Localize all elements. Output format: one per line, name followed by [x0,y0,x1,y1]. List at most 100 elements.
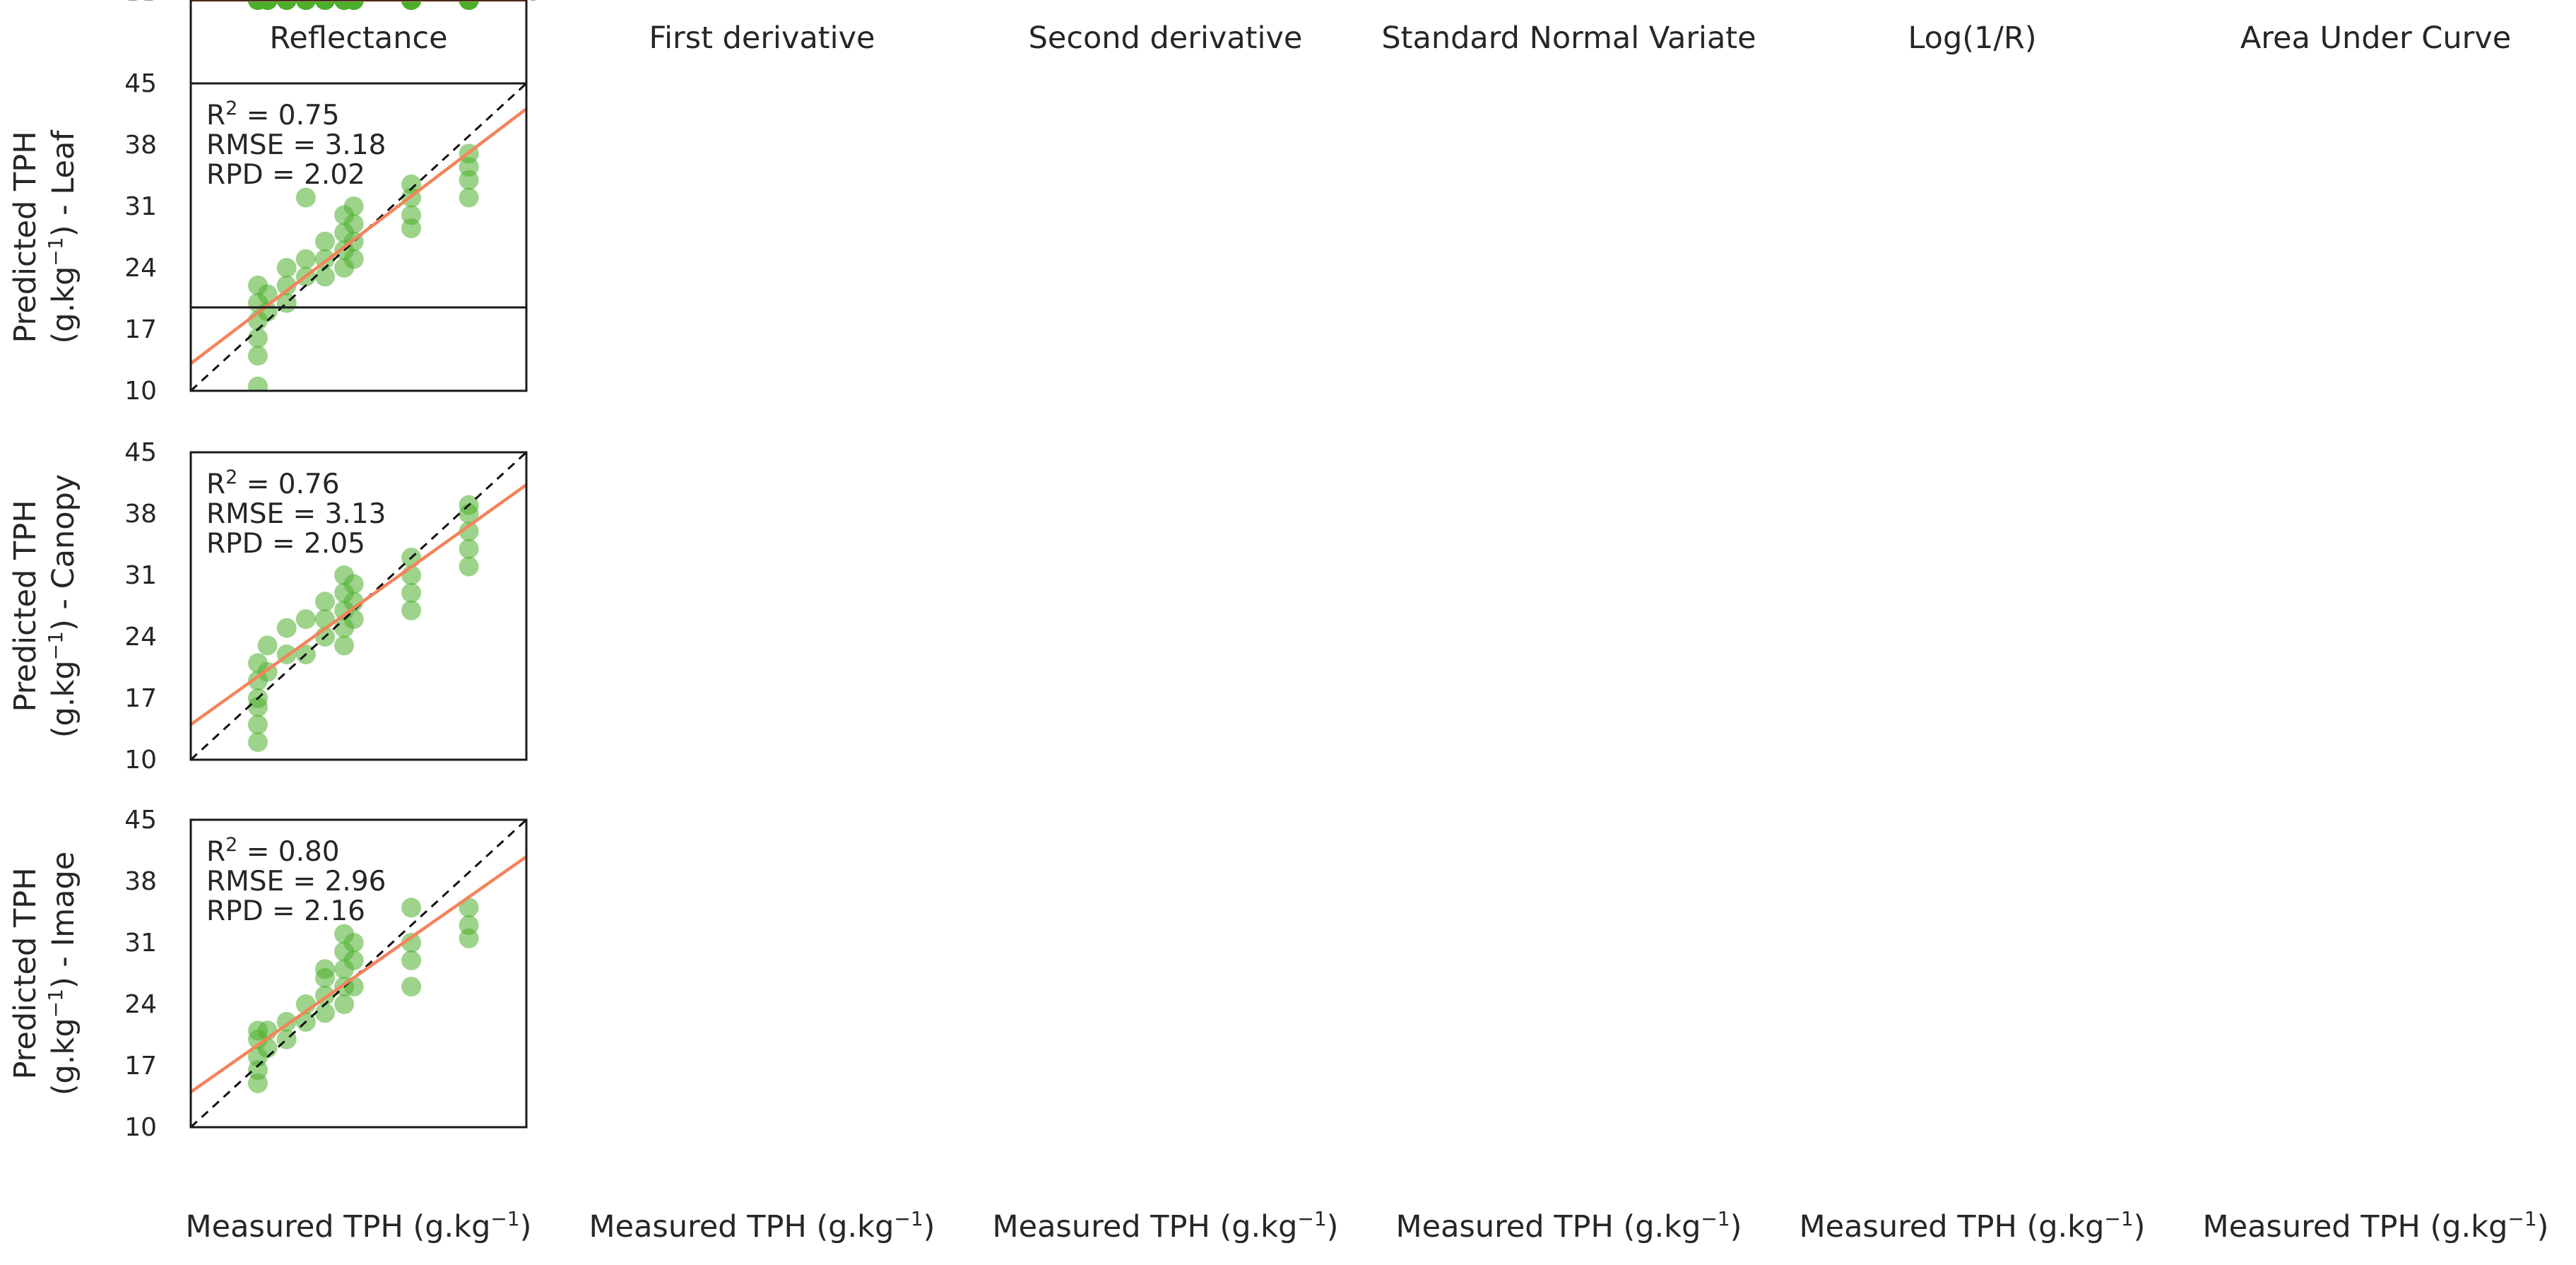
data-point [401,977,422,997]
y-tick-label: 10 [124,0,157,6]
ylabel-line1: Predicted TPH [8,500,43,712]
y-tick-label: 38 [124,0,157,6]
rmse-annotation: RMSE = 3.58 [206,0,386,7]
x-tick-label: 17 [242,0,274,6]
data-point [257,284,278,305]
y-tick-label: 17 [124,0,157,6]
y-tick-label: 31 [124,0,157,6]
y-tick-label: 10 [124,0,157,6]
column-title: Log(1/R) [1908,20,2036,56]
y-tick-label: 10 [124,1113,157,1142]
y-tick-label: 38 [124,0,157,6]
y-tick-label: 38 [124,0,157,6]
y-tick-label: 38 [124,0,157,6]
y-tick-label: 24 [124,0,157,6]
y-tick-label: 31 [124,0,157,6]
data-point [401,0,422,10]
rmse-annotation: RMSE = 4.42 [206,0,386,7]
y-tick-label: 17 [124,0,157,6]
rmse-annotation: RMSE = 3.13 [206,498,386,530]
y-tick-label: 38 [124,0,157,6]
y-tick-label: 10 [124,0,157,6]
data-point [334,635,355,656]
data-point [459,898,479,918]
data-point [315,266,335,287]
x-axis-label: Measured TPH (g.kg−1) [589,1207,935,1245]
y-tick-label: 24 [124,623,157,652]
x-tick-label: 38 [443,0,475,6]
rmse-annotation: RMSE = 3.43 [206,0,386,7]
y-tick-label: 45 [124,0,157,6]
y-tick-label: 17 [124,0,157,6]
y-tick-label: 24 [124,0,157,6]
y-tick-label: 45 [124,806,157,835]
y-tick-label: 31 [124,0,157,6]
data-point [315,1003,335,1023]
y-tick-label: 38 [124,0,157,6]
data-point [334,994,355,1014]
y-tick-label: 17 [124,0,157,6]
y-tick-label: 17 [124,0,157,6]
data-point [343,950,364,970]
y-tick-label: 17 [124,1052,157,1081]
data-point [343,977,364,997]
x-axis-label: Measured TPH (g.kg−1) [1396,1207,1742,1245]
y-tick-label: 45 [124,0,157,6]
ylabel-line2: (g.kg−1) - Image [44,852,81,1096]
y-tick-label: 31 [124,0,157,6]
y-tick-label: 45 [124,0,157,6]
y-tick-label: 24 [124,0,157,6]
column-title: Area Under Curve [2240,20,2511,56]
regression-line [191,483,526,726]
data-point [343,0,364,10]
x-axis-label: Measured TPH (g.kg−1) [186,1207,532,1245]
rmse-annotation: RMSE = 2.96 [206,866,386,898]
y-tick-label: 17 [124,0,157,6]
y-tick-label: 31 [124,0,157,6]
y-tick-label: 17 [124,315,157,344]
y-tick-label: 31 [124,0,157,6]
data-point [459,187,479,208]
y-tick-label: 10 [124,0,157,6]
rmse-annotation: RMSE = 3.51 [206,0,386,7]
x-axis-label: Measured TPH (g.kg−1) [2203,1207,2549,1245]
data-point [295,187,316,208]
data-point [343,933,364,953]
rmse-annotation: RMSE = 3.71 [206,0,386,7]
data-point [315,609,335,630]
rmse-annotation: RMSE = 4.13 [206,0,386,7]
y-tick-label: 45 [124,0,157,6]
x-tick-label: 10 [175,0,207,6]
data-point [248,714,268,735]
data-point [295,609,316,630]
y-tick-label: 45 [124,0,157,6]
y-tick-label: 31 [124,929,157,958]
y-tick-label: 31 [124,0,157,6]
x-tick-label: 24 [309,0,341,6]
y-tick-label: 45 [124,0,157,6]
y-tick-label: 38 [124,131,157,160]
data-point [459,521,479,541]
y-tick-label: 31 [124,561,157,590]
rmse-annotation: RMSE = 3.18 [206,129,386,161]
r2-annotation: R2 = 0.76 [206,466,340,500]
y-tick-label: 10 [124,0,157,6]
y-tick-label: 31 [124,0,157,6]
column-title: Reflectance [269,20,447,56]
y-tick-label: 24 [124,0,157,6]
y-tick-label: 38 [124,0,157,6]
regression-line [191,855,526,1094]
y-tick-label: 10 [124,0,157,6]
y-tick-label: 17 [124,0,157,6]
x-tick-label: 45 [510,0,543,6]
data-point [248,346,268,366]
y-tick-label: 10 [124,0,157,6]
data-point [401,950,422,970]
plot-frame [189,451,528,761]
rmse-annotation: RMSE = 3.28 [206,0,386,7]
y-tick-label: 31 [124,0,157,6]
